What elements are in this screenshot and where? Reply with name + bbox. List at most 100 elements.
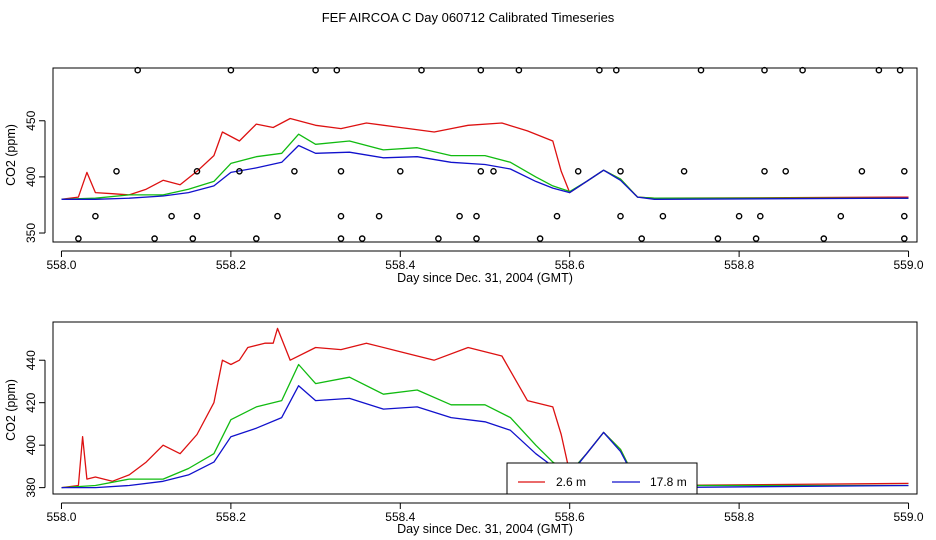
marker-point <box>312 66 319 74</box>
series-line-5-m <box>61 363 909 489</box>
bottom-y-ticks: 380 400 420 440 <box>24 350 46 498</box>
marker-point <box>553 212 561 220</box>
marker-point <box>227 66 235 74</box>
bottom-x-tick-label: 558.6 <box>555 510 585 524</box>
marker-point <box>189 235 197 242</box>
marker-point <box>896 66 904 74</box>
chart-title: FEF AIRCOA C Day 060712 Calibrated Times… <box>322 10 615 25</box>
marker-point <box>697 66 705 74</box>
marker-point <box>799 66 806 74</box>
marker-point <box>473 235 480 242</box>
top-x-axis-label: Day since Dec. 31, 2004 (GMT) <box>397 271 573 285</box>
marker-point <box>536 235 544 242</box>
marker-point <box>490 167 497 175</box>
marker-point <box>858 167 866 175</box>
bottom-x-tick-label: 558.4 <box>385 510 415 524</box>
marker-point <box>735 212 743 220</box>
marker-point <box>820 235 828 242</box>
marker-point <box>435 235 442 242</box>
top-markers <box>75 66 908 242</box>
marker-point <box>375 212 383 220</box>
marker-point <box>875 66 883 74</box>
bottom-x-tick-label: 558.8 <box>724 510 754 524</box>
marker-point <box>757 212 764 220</box>
top-x-ticks: 558.0 558.2 558.4 558.6 558.8 559.0 <box>46 250 924 272</box>
marker-point <box>193 167 201 175</box>
marker-point <box>134 66 141 74</box>
marker-point <box>477 66 485 74</box>
marker-point <box>901 167 908 175</box>
marker-point <box>901 235 908 242</box>
marker-point <box>837 212 845 220</box>
legend-label-17-8m: 17.8 m <box>650 475 687 489</box>
top-x-tick-label: 558.8 <box>724 258 754 272</box>
top-y-axis-label: CO2 (ppm) <box>4 124 18 186</box>
marker-point <box>752 235 760 242</box>
marker-point <box>901 212 908 220</box>
marker-point <box>291 167 298 175</box>
marker-point <box>456 212 463 220</box>
bottom-y-tick-label: 440 <box>24 350 38 370</box>
marker-point <box>92 212 99 220</box>
top-x-tick-label: 558.6 <box>555 258 585 272</box>
marker-point <box>761 66 768 74</box>
marker-point <box>617 167 624 175</box>
marker-point <box>113 167 120 175</box>
top-plot-frame <box>52 67 918 243</box>
marker-point <box>596 66 603 74</box>
marker-point <box>168 212 175 220</box>
marker-point <box>193 212 201 220</box>
marker-point <box>396 167 404 175</box>
series-line-17-8-m <box>61 385 909 489</box>
marker-point <box>252 235 260 242</box>
marker-point <box>613 66 620 74</box>
bottom-x-tick-label: 558.0 <box>46 510 76 524</box>
marker-point <box>515 66 523 74</box>
marker-point <box>782 167 790 175</box>
top-x-tick-label: 558.0 <box>46 258 76 272</box>
legend-box <box>506 462 698 495</box>
marker-point <box>680 167 688 175</box>
marker-point <box>473 212 480 220</box>
legend: 2.6 m 17.8 m <box>506 462 698 495</box>
bottom-y-tick-label: 420 <box>24 392 38 412</box>
top-x-tick-label: 558.2 <box>216 258 246 272</box>
marker-point <box>574 167 582 175</box>
marker-point <box>358 235 366 242</box>
bottom-x-ticks: 558.0 558.2 558.4 558.6 558.8 559.0 <box>46 502 924 524</box>
marker-point <box>236 167 243 175</box>
series-line-5-m <box>61 133 909 200</box>
bottom-x-axis-label: Day since Dec. 31, 2004 (GMT) <box>397 522 573 536</box>
top-panel: 558.0 558.2 558.4 558.6 558.8 559.0 350 400 450… <box>4 66 924 285</box>
marker-point <box>274 212 281 220</box>
top-series-lines <box>61 117 909 200</box>
bottom-panel: 558.0 558.2 558.4 558.6 558.8 559.0 380 400 420… <box>4 321 924 536</box>
marker-point <box>337 167 345 175</box>
marker-point <box>761 167 768 175</box>
marker-point <box>337 212 345 220</box>
bottom-y-axis-label: CO2 (ppm) <box>4 379 18 441</box>
top-x-tick-label: 558.4 <box>385 258 415 272</box>
marker-point <box>75 235 82 242</box>
top-y-tick-label: 400 <box>24 167 38 187</box>
marker-point <box>151 235 158 242</box>
series-line-17-8-m <box>61 144 909 200</box>
marker-point <box>477 167 485 175</box>
legend-label-2-6m: 2.6 m <box>556 475 586 489</box>
bottom-y-tick-label: 400 <box>24 435 38 455</box>
bottom-series-lines <box>61 327 909 489</box>
bottom-x-tick-label: 559.0 <box>894 510 924 524</box>
series-line-2-6-m <box>61 327 909 489</box>
marker-point <box>714 235 722 242</box>
top-y-tick-label: 450 <box>24 110 38 130</box>
top-x-tick-label: 559.0 <box>894 258 924 272</box>
marker-point <box>617 212 624 220</box>
bottom-x-tick-label: 558.2 <box>216 510 246 524</box>
bottom-y-tick-label: 380 <box>24 477 38 497</box>
marker-point <box>333 66 341 74</box>
marker-point <box>418 66 425 74</box>
marker-point <box>337 235 345 242</box>
marker-point <box>659 212 667 220</box>
top-y-tick-label: 350 <box>24 223 38 243</box>
